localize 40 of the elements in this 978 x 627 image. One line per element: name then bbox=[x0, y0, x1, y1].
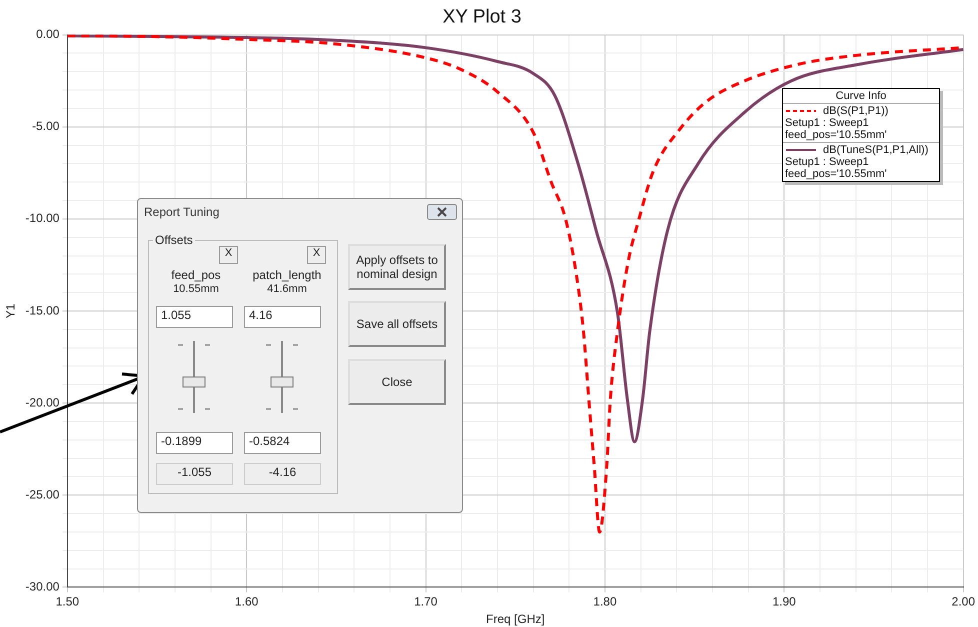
text-field: -1.055 bbox=[156, 463, 233, 485]
annotation: feed_pos='10.55mm' bbox=[785, 129, 888, 141]
x-tick-label: 1.60 bbox=[234, 594, 259, 609]
y-tick-label: -15.00 bbox=[25, 303, 60, 318]
y-tick-label: -10.00 bbox=[25, 211, 60, 226]
button: Close bbox=[348, 359, 446, 405]
legend-title: Curve Info bbox=[783, 89, 939, 104]
chart-title: XY Plot 3 bbox=[442, 6, 522, 28]
annotation: feed_pos bbox=[170, 268, 222, 282]
x-tick-label: 1.80 bbox=[593, 594, 617, 609]
y-tick-label: -25.00 bbox=[25, 487, 60, 502]
y-tick-label: -5.00 bbox=[32, 119, 60, 134]
y-tick-label: 0.00 bbox=[36, 27, 60, 42]
legend-label: dB(S(P1,P1)) bbox=[823, 105, 888, 117]
button: Apply offsets to nominal design bbox=[348, 244, 446, 290]
y-tick-label: -20.00 bbox=[25, 395, 60, 410]
button: Save all offsets bbox=[348, 301, 446, 347]
y-tick-label: -30.00 bbox=[25, 580, 60, 594]
annotation: 41.6mm bbox=[266, 283, 308, 295]
x-tick-label: 1.70 bbox=[414, 594, 438, 609]
annotation: feed_pos='10.55mm' bbox=[785, 168, 888, 180]
text-field: -0.5824 bbox=[244, 432, 321, 454]
text-field: 4.16 bbox=[244, 306, 321, 328]
text-field: -4.16 bbox=[244, 463, 321, 485]
y-axis-title: Y1 bbox=[4, 303, 18, 318]
x-tick-label: 1.50 bbox=[56, 594, 80, 609]
x-axis-title: Freq [GHz] bbox=[486, 612, 545, 626]
annotation: Setup1 : Sweep1 bbox=[785, 117, 870, 129]
annotation: 10.55mm bbox=[172, 283, 220, 295]
text-field: -0.1899 bbox=[156, 432, 233, 454]
annotation: Setup1 : Sweep1 bbox=[785, 156, 870, 168]
legend-label: dB(TuneS(P1,P1,All)) bbox=[823, 144, 928, 156]
annotation: X bbox=[219, 246, 238, 264]
x-tick-label: 2.00 bbox=[952, 594, 976, 609]
annotation: patch_length bbox=[252, 268, 322, 282]
annotation: Report Tuning bbox=[144, 205, 220, 219]
text-field: 1.055 bbox=[156, 306, 233, 328]
annotation: X bbox=[307, 246, 326, 264]
annotation: Offsets bbox=[153, 233, 195, 247]
x-tick-label: 1.90 bbox=[772, 594, 796, 609]
